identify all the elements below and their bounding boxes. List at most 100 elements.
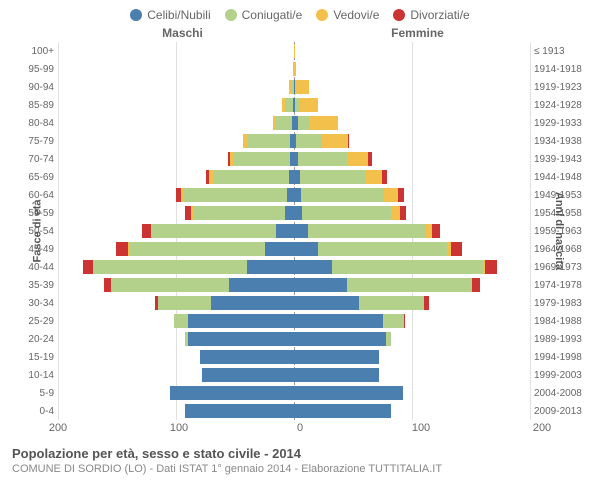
bar-segment xyxy=(308,224,426,238)
bar-segment xyxy=(294,242,318,256)
bar-segment xyxy=(202,368,294,382)
birth-year-label: 1969-1973 xyxy=(534,262,590,273)
bar-segment xyxy=(424,296,429,310)
pyramid-row: 40-441969-1973 xyxy=(58,258,530,276)
female-bar xyxy=(294,206,530,220)
male-bar xyxy=(58,116,294,130)
age-label: 35-39 xyxy=(10,280,54,291)
birth-year-label: 1929-1933 xyxy=(534,118,590,129)
pyramid-row: 45-491964-1968 xyxy=(58,240,530,258)
age-label: 90-94 xyxy=(10,82,54,93)
pyramid-row: 70-741939-1943 xyxy=(58,150,530,168)
bar-segment xyxy=(309,116,337,130)
bar-segment xyxy=(265,242,295,256)
legend-label: Celibi/Nubili xyxy=(147,8,210,22)
bar-segment xyxy=(294,206,302,220)
female-bar xyxy=(294,278,530,292)
x-axis: 200 100 0 100 200 xyxy=(58,420,542,440)
bar-segment xyxy=(294,314,383,328)
bar-segment xyxy=(83,260,94,274)
birth-year-label: 1979-1983 xyxy=(534,298,590,309)
pyramid-row: 75-791934-1938 xyxy=(58,132,530,150)
bar-segment xyxy=(286,98,293,112)
bar-segment xyxy=(294,404,391,418)
birth-year-label: 2004-2008 xyxy=(534,388,590,399)
bar-segment xyxy=(391,206,400,220)
male-bar xyxy=(58,224,294,238)
bar-segment xyxy=(294,368,379,382)
female-bar xyxy=(294,368,530,382)
birth-year-label: 1974-1978 xyxy=(534,280,590,291)
bar-segment xyxy=(368,152,372,166)
pyramid-row: 50-541959-1963 xyxy=(58,222,530,240)
female-bar xyxy=(294,188,530,202)
male-bar xyxy=(58,188,294,202)
male-bar xyxy=(58,260,294,274)
bar-segment xyxy=(432,224,440,238)
male-bar xyxy=(58,242,294,256)
legend: Celibi/Nubili Coniugati/e Vedovi/e Divor… xyxy=(0,0,600,26)
bar-segment xyxy=(294,62,296,76)
bar-segment xyxy=(301,188,384,202)
birth-year-label: 1959-1963 xyxy=(534,226,590,237)
bar-segment xyxy=(365,170,383,184)
pyramid-row: 15-191994-1998 xyxy=(58,348,530,366)
gridline xyxy=(530,42,531,420)
birth-year-label: 1924-1928 xyxy=(534,100,590,111)
bar-segment xyxy=(111,278,229,292)
birth-year-label: 1939-1943 xyxy=(534,154,590,165)
bar-segment xyxy=(142,224,151,238)
bar-segment xyxy=(294,386,403,400)
age-label: 70-74 xyxy=(10,154,54,165)
male-bar xyxy=(58,62,294,76)
age-label: 0-4 xyxy=(10,406,54,417)
bar-segment xyxy=(300,170,365,184)
x-tick: 200 xyxy=(49,422,67,434)
bar-segment xyxy=(485,260,497,274)
male-bar xyxy=(58,332,294,346)
bar-segment xyxy=(285,206,294,220)
legend-swatch-celibi xyxy=(130,9,142,21)
birth-year-label: 1914-1918 xyxy=(534,64,590,75)
bar-segment xyxy=(332,260,483,274)
age-label: 80-84 xyxy=(10,118,54,129)
x-tick: 200 xyxy=(533,422,551,434)
bar-segment xyxy=(404,314,405,328)
age-label: 40-44 xyxy=(10,262,54,273)
bar-segment xyxy=(383,314,404,328)
plot: 100+≤ 191395-991914-191890-941919-192385… xyxy=(58,42,530,420)
bar-segment xyxy=(294,260,332,274)
bar-segment xyxy=(158,296,211,310)
bar-segment xyxy=(318,242,448,256)
birth-year-label: 1989-1993 xyxy=(534,334,590,345)
male-bar xyxy=(58,386,294,400)
age-label: 60-64 xyxy=(10,190,54,201)
pyramid-row: 90-941919-1923 xyxy=(58,78,530,96)
x-tick: 100 xyxy=(412,422,430,434)
male-bar xyxy=(58,404,294,418)
male-bar xyxy=(58,80,294,94)
birth-year-label: 1994-1998 xyxy=(534,352,590,363)
female-bar xyxy=(294,62,530,76)
bar-segment xyxy=(211,296,294,310)
bar-segment xyxy=(296,134,322,148)
age-label: 45-49 xyxy=(10,244,54,255)
bar-segment xyxy=(188,332,294,346)
bar-segment xyxy=(294,44,295,58)
pyramid-row: 60-641949-1953 xyxy=(58,186,530,204)
male-bar xyxy=(58,152,294,166)
legend-label: Vedovi/e xyxy=(333,8,379,22)
male-bar xyxy=(58,206,294,220)
bar-segment xyxy=(400,206,406,220)
bar-segment xyxy=(382,170,387,184)
bar-segment xyxy=(398,188,404,202)
chart-area: Fasce di età Anni di nascita 100+≤ 19139… xyxy=(10,42,590,420)
bar-segment xyxy=(188,314,294,328)
male-bar xyxy=(58,368,294,382)
bar-segment xyxy=(104,278,111,292)
female-bar xyxy=(294,332,530,346)
bar-segment xyxy=(234,152,291,166)
bar-segment xyxy=(229,278,294,292)
bar-segment xyxy=(185,404,294,418)
age-label: 5-9 xyxy=(10,388,54,399)
